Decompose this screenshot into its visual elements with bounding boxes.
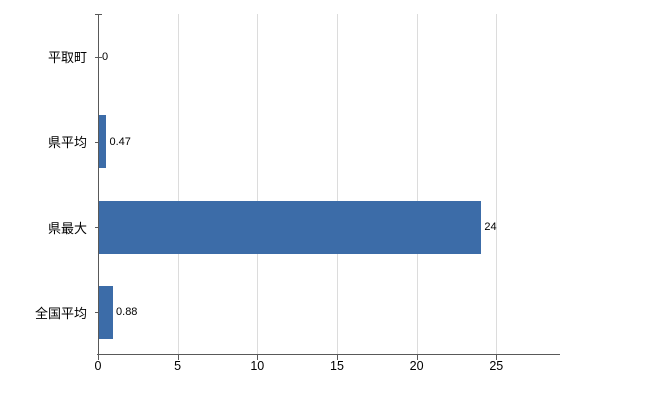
bar <box>99 200 482 254</box>
x-axis-tick <box>98 355 99 360</box>
x-tick-labels: 0 5 10 15 20 25 <box>94 359 560 377</box>
x-axis-tick <box>416 355 418 360</box>
bar-value-label: 0.47 <box>109 135 131 148</box>
category-label: 平取町 <box>47 50 87 66</box>
bar-row: 24 <box>95 185 560 270</box>
x-tick-label: 5 <box>174 359 182 373</box>
x-axis-tick <box>177 355 179 360</box>
x-axis-tick <box>336 355 338 360</box>
gridline <box>416 14 418 355</box>
gridline <box>336 14 338 355</box>
y-axis <box>98 14 99 355</box>
bar-value-label: 0.88 <box>116 306 138 319</box>
plot-area: 0 0.47 24 0.88 <box>95 14 560 360</box>
x-tick-label: 10 <box>250 359 265 373</box>
bar-row: 0 <box>95 14 560 99</box>
x-axis <box>97 354 560 355</box>
x-tick-label: 20 <box>409 359 424 373</box>
bar-value-label: 0 <box>102 50 109 63</box>
gridline <box>496 14 498 355</box>
x-axis-tick <box>496 355 498 360</box>
x-tick-label: 25 <box>489 359 504 373</box>
category-labels: 平取町県平均県最大全国平均 <box>0 14 94 355</box>
gridline <box>257 14 259 355</box>
bar-rows: 0 0.47 24 0.88 <box>95 14 560 355</box>
x-tick-label: 15 <box>330 359 344 373</box>
bar-value-label: 24 <box>484 221 497 234</box>
bar-row: 0.47 <box>95 99 560 184</box>
bar <box>99 285 114 339</box>
bar <box>99 115 107 169</box>
category-label: 県平均 <box>47 135 87 151</box>
category-label: 全国平均 <box>34 305 87 321</box>
gridline <box>177 14 179 355</box>
x-tick-label: 0 <box>94 359 102 373</box>
category-label: 県最大 <box>47 220 87 236</box>
y-axis-top-tick <box>95 14 102 15</box>
x-axis-tick <box>257 355 259 360</box>
bar-row: 0.88 <box>95 270 560 355</box>
